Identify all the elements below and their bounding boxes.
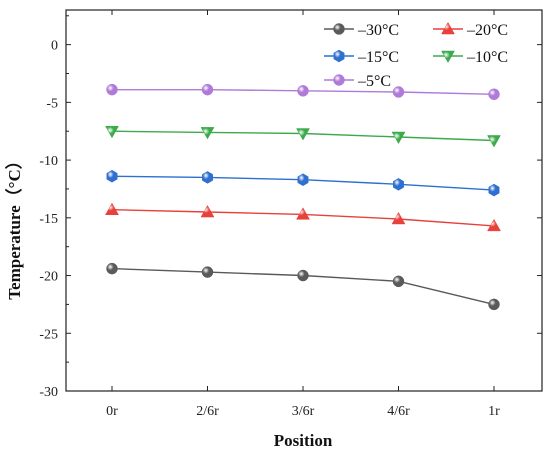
series-3: [105, 125, 501, 148]
legend-item: –15°C: [324, 49, 399, 66]
data-point: [297, 269, 309, 282]
series-0: [106, 262, 500, 311]
data-point: [296, 128, 310, 141]
data-point: [392, 275, 405, 288]
legend-label: –10°C: [466, 49, 508, 66]
legend-item: –20°C: [433, 21, 508, 39]
legend-marker: [333, 23, 345, 35]
data-point: [488, 88, 500, 101]
x-tick-label: 3/6r: [292, 404, 315, 419]
data-point: [296, 207, 310, 220]
y-tick-label: -15: [39, 212, 58, 227]
data-point: [297, 173, 309, 187]
legend-label: –5°C: [357, 73, 391, 90]
series-2: [106, 169, 500, 197]
data-point: [391, 131, 406, 145]
data-point: [106, 169, 118, 183]
x-axis-title: Position: [274, 431, 333, 450]
data-point: [201, 83, 214, 96]
y-tick-label: -10: [39, 154, 58, 169]
legend-item: –10°C: [433, 49, 508, 66]
data-point: [391, 211, 406, 225]
data-point: [105, 202, 119, 215]
data-point: [392, 86, 405, 98]
axes: [65, 9, 543, 392]
data-point: [202, 171, 213, 184]
x-tick-label: 1r: [488, 404, 500, 419]
y-axis-title: Temperature（°C）: [4, 152, 24, 300]
data-point: [393, 178, 404, 191]
series-layer: [105, 83, 501, 311]
data-point: [488, 298, 500, 311]
data-point: [488, 183, 500, 197]
legend-label: –30°C: [357, 22, 399, 39]
data-point: [106, 83, 118, 96]
series-4: [106, 83, 500, 101]
x-axis-ticks: 0r 2/6r 3/6r 4/6r 1r: [106, 10, 500, 419]
series-1: [105, 202, 501, 232]
legend-marker: [333, 74, 345, 86]
x-tick-label: 2/6r: [196, 404, 219, 419]
data-point: [200, 205, 215, 218]
data-point: [487, 135, 501, 148]
data-point: [487, 218, 501, 232]
legend-item: –5°C: [324, 73, 391, 90]
y-axis-ticks: -30 -25 -20 -15 -10 -5 0: [39, 15, 542, 400]
legend: –30°C –20°C –15°C –10°C –5°C: [324, 21, 508, 90]
x-tick-label: 4/6r: [387, 404, 410, 419]
data-point: [106, 262, 118, 275]
y-tick-label: -25: [39, 327, 58, 342]
y-tick-label: -30: [39, 385, 58, 400]
legend-label: –15°C: [357, 49, 399, 66]
legend-marker: [441, 50, 455, 64]
y-tick-label: -20: [39, 270, 58, 285]
plot-frame: [65, 9, 543, 392]
legend-marker: [441, 21, 455, 35]
legend-marker: [333, 49, 345, 63]
data-point: [200, 127, 215, 140]
data-point: [297, 85, 309, 97]
legend-label: –20°C: [466, 22, 508, 39]
legend-item: –30°C: [324, 22, 399, 39]
data-point: [201, 266, 214, 278]
y-tick-label: 0: [51, 39, 58, 54]
y-tick-label: -5: [46, 96, 58, 111]
x-tick-label: 0r: [106, 404, 118, 419]
data-point: [105, 125, 119, 139]
